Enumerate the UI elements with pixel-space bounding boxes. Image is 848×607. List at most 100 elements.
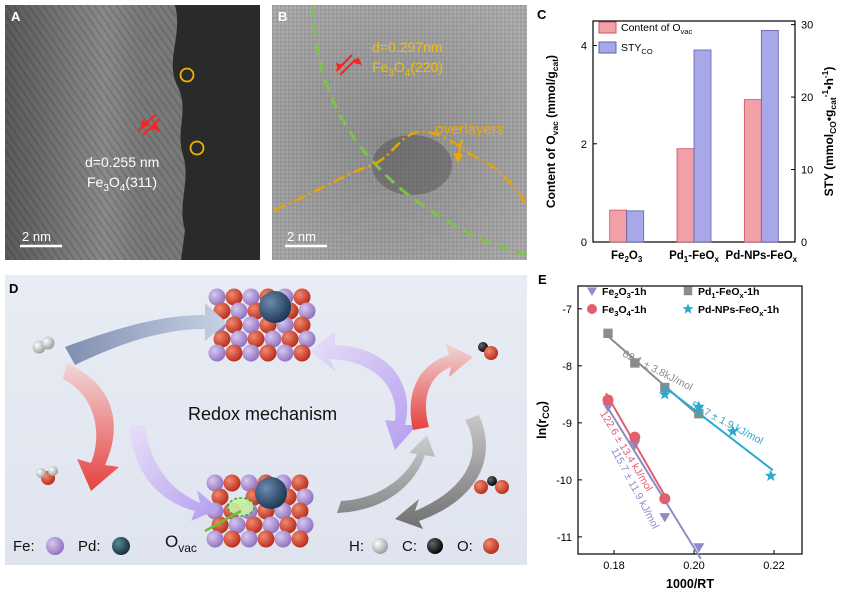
fe-atom (298, 330, 316, 348)
data-point (587, 287, 597, 296)
ytick-right-label: 30 (801, 20, 813, 32)
ytick-right-label: 0 (801, 237, 807, 249)
svg-text:overlayers: overlayers (435, 121, 504, 138)
o-atom (293, 288, 311, 306)
legend-pd: Pd: (78, 538, 101, 555)
svg-text:Ovac: Ovac (165, 532, 197, 555)
ytick-label: -10 (556, 475, 572, 487)
panel-b: d=0.297nm Fe3O4(220) overlayers 2 nm B (272, 4, 529, 260)
legend-label: Fe2O3-1h (602, 286, 647, 300)
o-atom (259, 344, 277, 362)
o-atom (291, 474, 309, 492)
svg-text:d=0.297nm: d=0.297nm (372, 39, 442, 55)
o-atom (213, 330, 231, 348)
data-point (683, 286, 693, 296)
data-point (658, 388, 671, 400)
fit-line (605, 404, 702, 560)
xtick-label: 0.22 (763, 560, 784, 572)
panel-c-label: C (537, 7, 547, 22)
x-axis-label: 1000/RT (666, 577, 714, 591)
o-atom (247, 330, 265, 348)
legend-o: O: (457, 538, 473, 555)
o-atom (223, 530, 241, 548)
fe-atom (206, 530, 224, 548)
y-axis-label: ln(rCO) (535, 401, 551, 439)
xtick-label: 0.18 (603, 560, 624, 572)
panel-b-label: B (278, 9, 288, 24)
ytick-left-label: 2 (581, 139, 587, 151)
xtick-label: Fe2O3 (611, 250, 643, 264)
arrow-bottom-right (337, 435, 435, 513)
o-atom (291, 530, 309, 548)
ytick-right-label: 20 (801, 92, 813, 104)
xtick-label: Pd-NPs-FeOx (726, 250, 798, 264)
o-atom (225, 344, 243, 362)
data-point (587, 304, 597, 314)
bar (626, 210, 645, 243)
arrow-left-red (63, 363, 119, 491)
o-atom (211, 488, 229, 506)
panel-e-label: E (538, 272, 547, 287)
arrow-right-gray (395, 415, 486, 529)
legend-label: Content of Ovac (621, 22, 692, 36)
bar (743, 99, 762, 243)
data-point (630, 358, 640, 368)
o-atom (225, 288, 243, 306)
xtick-label: Pd1-FeOx (669, 250, 719, 264)
svg-text:Fe3O4(311): Fe3O4(311) (87, 174, 157, 194)
legend-label: Pd-NPs-FeOx-1h (698, 304, 779, 318)
fe-atom (230, 302, 248, 320)
o-atom (291, 502, 309, 520)
ytick-left-label: 0 (581, 237, 587, 249)
ytick-label: -11 (557, 532, 572, 544)
legend-h: H: (349, 538, 364, 555)
arrow-bottom-left (129, 425, 219, 521)
data-point (659, 513, 671, 523)
arrow-right-red (410, 343, 473, 430)
ytick-label: -9 (562, 418, 572, 430)
bottom-catalyst-slab (204, 474, 314, 548)
fe-atom (206, 474, 224, 492)
scatter-chart: 0.18 0.20 0.22-7-8-9-10-111000/RTln(rCO)11… (535, 285, 803, 591)
legend-label: Pd1-FeOx-1h (698, 286, 759, 300)
ytick-left-label: 4 (581, 41, 587, 53)
top-catalyst-slab (208, 288, 316, 362)
panel-b-image: d=0.297nm Fe3O4(220) overlayers 2 nm (272, 4, 529, 260)
fit-line (605, 392, 668, 500)
panel-a-label: A (11, 9, 21, 24)
o-atom (223, 474, 241, 492)
legend-c: C: (402, 538, 417, 555)
o-atom (281, 330, 299, 348)
svg-text:2 nm: 2 nm (287, 229, 316, 244)
o-atom (257, 530, 275, 548)
data-point (603, 328, 613, 339)
arrow-top-left (65, 303, 227, 365)
y-axis-left-label: Content of Ovac (mmol/gcat) (544, 55, 560, 208)
bar-chart: 0 2 4 0 10 20 30 Fe2O3 Pd1-FeOx Pd-NPs-FeOx Conten… (544, 20, 838, 264)
panel-a-image: d=0.255 nm Fe3O4(311) 2 nm (5, 5, 260, 260)
o-atom (225, 316, 243, 334)
data-point (692, 400, 705, 412)
fe-atom (242, 344, 260, 362)
data-point (659, 493, 671, 505)
legend-fe: Fe: (13, 538, 35, 555)
legend-swatch (598, 41, 617, 54)
svg-text:2 nm: 2 nm (22, 229, 51, 244)
bar (760, 30, 779, 243)
panel-c: C 0 2 4 0 10 20 30 Fe2O3 Pd1-FeOx Pd-NPs-FeOx Cont… (535, 5, 845, 265)
o-atom (293, 344, 311, 362)
plot-frame (577, 285, 803, 555)
fe-atom (230, 330, 248, 348)
fe-atom (208, 344, 226, 362)
bar (609, 209, 628, 243)
fe-atom (296, 488, 314, 506)
activation-energy-label: 62.1 ± 3.8kJ/mol (620, 348, 694, 394)
svg-text:d=0.255 nm: d=0.255 nm (85, 154, 159, 170)
data-point (629, 431, 641, 443)
fe-atom (242, 288, 260, 306)
ytick-label: -7 (562, 304, 572, 316)
arrow-right-purple (310, 331, 417, 450)
o-atom (293, 316, 311, 334)
panel-e: E 0.18 0.20 0.22 -7 -8 -9 -10 -11 1000/RT ln(rCO)… (530, 270, 845, 602)
data-point (602, 394, 614, 406)
